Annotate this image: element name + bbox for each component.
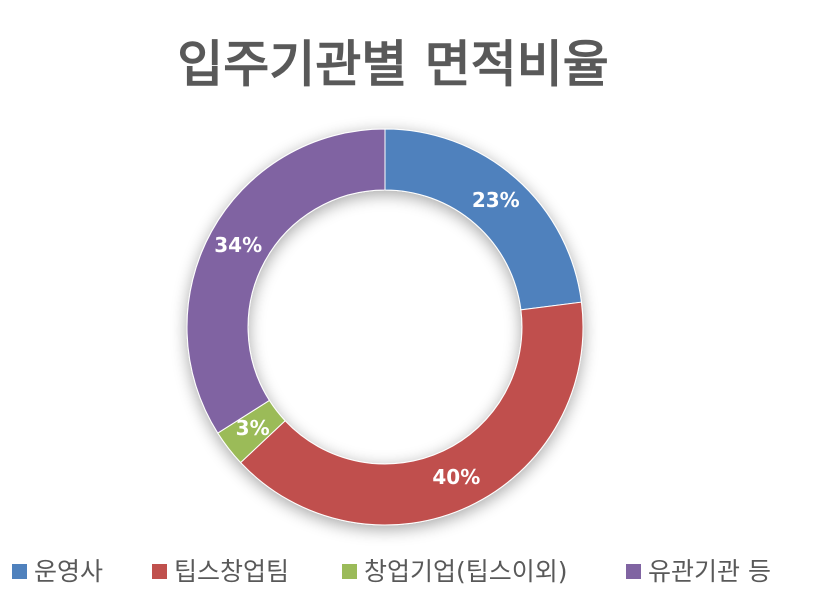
legend-label: 유관기관 등 — [648, 557, 771, 586]
legend-swatch — [342, 564, 357, 579]
legend-swatch — [12, 564, 27, 579]
chart-title: 입주기관별 면적비율 — [177, 36, 608, 94]
data-label: 23% — [472, 188, 520, 212]
donut-segment — [384, 128, 582, 311]
donut — [186, 128, 584, 526]
data-label: 3% — [236, 416, 270, 440]
data-label: 34% — [214, 233, 262, 257]
data-label: 40% — [432, 465, 480, 489]
legend-label: 운영사 — [34, 557, 103, 586]
legend-swatch — [626, 564, 641, 579]
legend-label: 창업기업(팁스이외) — [364, 557, 568, 586]
legend-label: 팁스창업팀 — [174, 557, 289, 586]
legend-swatch — [152, 564, 167, 579]
donut-segment — [186, 128, 386, 434]
donut-segment — [239, 301, 584, 526]
